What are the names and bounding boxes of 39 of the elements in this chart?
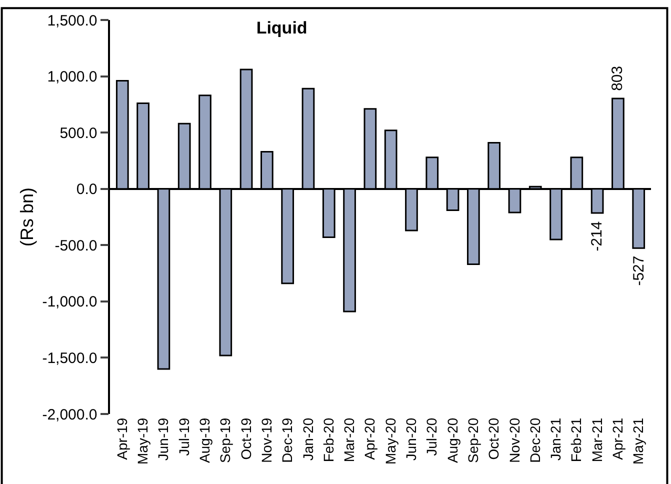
y-tick-label: -1,000.0 — [42, 294, 98, 311]
x-tick-label: Apr-21 — [610, 418, 626, 460]
chart-title: Liquid — [256, 18, 308, 38]
data-label: 803 — [609, 66, 626, 91]
y-axis-title: (Rs bn) — [16, 187, 37, 247]
x-tick-label: Jun-20 — [403, 418, 420, 461]
x-tick-label: Nov-20 — [506, 418, 522, 463]
y-tick-label: 0.0 — [76, 181, 98, 198]
x-tick-label: Jan-21 — [548, 418, 564, 461]
y-tick-label: -1,500.0 — [42, 350, 98, 367]
x-tick-label: Apr-20 — [362, 418, 378, 460]
x-tick-label: Aug-20 — [444, 418, 460, 463]
data-label: -527 — [630, 256, 648, 286]
y-tick-label: 1,000.0 — [47, 68, 98, 86]
x-tick-label: Feb-20 — [320, 418, 336, 462]
x-tick-label: Oct-20 — [486, 418, 502, 460]
y-tick-label: -500.0 — [54, 237, 98, 254]
data-label: -214 — [588, 221, 606, 252]
x-tick-label: Nov-19 — [258, 418, 274, 463]
x-tick-label: Jun-19 — [155, 418, 172, 461]
y-tick-label: 1,500.0 — [47, 12, 98, 30]
x-tick-label: Sep-19 — [217, 418, 234, 463]
x-tick-label: Dec-20 — [526, 418, 543, 463]
x-tick-label: Oct-19 — [238, 418, 254, 460]
x-tick-label: May-19 — [134, 418, 151, 464]
x-tick-label: Sep-20 — [464, 418, 481, 463]
x-tick-label: May-21 — [630, 418, 646, 464]
x-tick-label: Feb-21 — [568, 418, 584, 462]
x-tick-label: May-20 — [382, 418, 398, 464]
x-tick-label: Jul-20 — [424, 418, 440, 456]
x-tick-label: Apr-19 — [114, 418, 130, 460]
x-tick-label: Mar-21 — [588, 418, 605, 462]
x-tick-label: Mar-20 — [341, 418, 358, 462]
x-tick-label: Aug-19 — [196, 418, 213, 463]
y-tick-label: 500.0 — [60, 124, 98, 142]
x-tick-label: Jan-20 — [300, 418, 316, 461]
x-tick-label: Dec-19 — [279, 418, 296, 463]
y-tick-label: -2,000.0 — [42, 406, 98, 424]
x-tick-label: Jul-19 — [176, 418, 192, 456]
